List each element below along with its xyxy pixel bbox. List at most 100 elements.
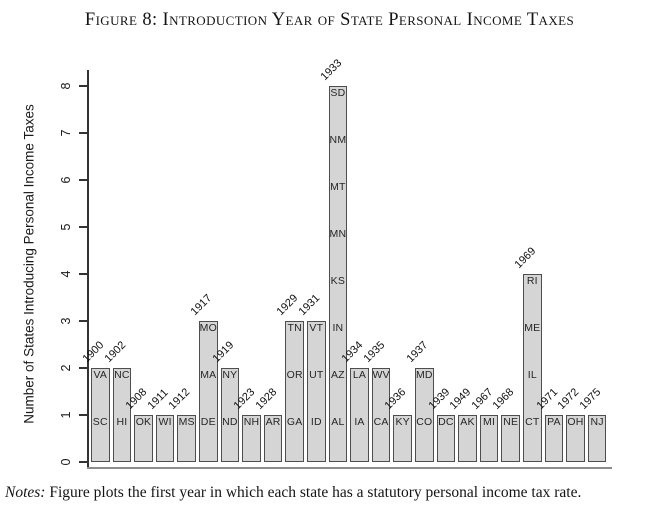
bar-cell: AZ xyxy=(330,369,347,416)
bar-state-label: RI xyxy=(526,275,538,287)
bar-cell: CA xyxy=(373,416,390,461)
bar-state-label: AR xyxy=(265,416,281,428)
x-axis-line xyxy=(87,466,612,469)
bar-state-label: LA xyxy=(352,369,367,381)
bar-state-label: ID xyxy=(310,416,322,428)
bar: NH xyxy=(242,415,261,462)
bar-state-label: MI xyxy=(483,416,496,428)
bar: MI xyxy=(479,415,499,462)
bar-state-label: SD xyxy=(330,87,346,99)
bar-cell: MT xyxy=(330,181,347,228)
bar-state-label: ND xyxy=(222,416,238,428)
y-axis-tick xyxy=(79,414,87,416)
bar-cell: ID xyxy=(308,416,325,461)
bar-cell: CO xyxy=(416,416,433,461)
bar-cell: CT xyxy=(524,416,541,461)
bar-cell: KS xyxy=(330,275,347,322)
bar-cell: MD xyxy=(416,369,433,416)
bar: AK xyxy=(458,415,477,462)
bar-state-label: NJ xyxy=(590,416,604,428)
bar-year-label: 1935 xyxy=(361,339,388,365)
bar-cell: IN xyxy=(330,322,347,369)
bar-state-label: NH xyxy=(243,416,260,428)
bar-year-label: 1972 xyxy=(555,386,582,412)
bar-cell: NH xyxy=(243,416,260,461)
bar: NY ND xyxy=(220,368,240,462)
bar-cell: AR xyxy=(265,416,282,461)
bar-cell: ND xyxy=(222,416,239,461)
bar: KY xyxy=(393,415,412,462)
bar-cell: NY xyxy=(222,369,239,416)
bar-cell: NJ xyxy=(589,416,606,461)
bar-cell: IA xyxy=(351,416,368,461)
bar: OH xyxy=(566,415,585,462)
bar-cell: DC xyxy=(438,416,455,461)
bar-state-label: MA xyxy=(200,369,217,381)
y-axis-tick-label: 4 xyxy=(58,270,73,278)
bar-year-label: 1929 xyxy=(274,292,301,318)
bar-state-label: DC xyxy=(438,416,454,428)
bar: MD CO xyxy=(415,368,434,462)
bar-state-label: CO xyxy=(416,416,433,428)
bar-state-label: TN xyxy=(287,322,302,334)
bar: OK xyxy=(134,415,153,462)
bar-year-label: 1949 xyxy=(447,386,474,412)
bar-state-label: GA xyxy=(286,416,303,428)
bar-year-label: 1933 xyxy=(318,57,344,83)
bar-year-label: 1928 xyxy=(253,386,280,412)
bar-cell: NM xyxy=(330,134,347,181)
bar-cell: VA xyxy=(92,369,109,416)
notes-label: Notes: xyxy=(5,484,46,501)
bar-state-label: MT xyxy=(330,181,346,193)
y-axis-tick-label: 1 xyxy=(58,411,73,419)
bar-state-label: VA xyxy=(93,369,108,381)
bar-state-label: PA xyxy=(547,416,561,428)
bar-cell: AK xyxy=(459,416,476,461)
notes-text: Figure plots the first year in which eac… xyxy=(45,484,582,501)
bar-state-label: VT xyxy=(309,322,324,334)
bar: MO MA DE xyxy=(199,321,218,462)
y-axis-tick-label: 7 xyxy=(58,129,73,137)
bar: TN OR GA xyxy=(285,321,304,462)
bar-cell: NE xyxy=(502,416,519,461)
bar: MS xyxy=(177,415,196,462)
y-axis-title: Number of States Introducing Personal In… xyxy=(21,104,37,424)
bar-cell: RI xyxy=(524,275,541,322)
bar-year-label: 1975 xyxy=(577,386,604,412)
y-axis-tick-label: 0 xyxy=(58,458,73,466)
bar-year-label: 1937 xyxy=(404,339,431,365)
y-axis-tick xyxy=(79,85,87,87)
bar-year-label: 1902 xyxy=(102,339,128,365)
y-axis-tick xyxy=(79,273,87,275)
y-axis-tick xyxy=(79,132,87,134)
bar-year-label: 1912 xyxy=(166,386,193,412)
bar: DC xyxy=(436,415,456,462)
bar-state-label: IA xyxy=(354,416,365,428)
bar: VA SC xyxy=(91,368,110,462)
bar-year-label: 1968 xyxy=(490,386,517,412)
bar-cell: HI xyxy=(114,416,131,461)
y-axis-tick xyxy=(79,367,87,369)
bar-cell: OK xyxy=(135,416,152,461)
bar-cell: UT xyxy=(308,369,325,416)
bar-state-label: MS xyxy=(178,416,195,428)
bar-year-label: 1911 xyxy=(145,386,171,412)
bar-cell: NC xyxy=(114,369,131,416)
bar-cell: DE xyxy=(200,416,217,461)
bar-state-label: CT xyxy=(525,416,540,428)
bar-cell: SC xyxy=(92,416,109,461)
y-axis-tick xyxy=(79,320,87,322)
bar: SD NM MT MN KS IN AZ AL xyxy=(328,86,348,462)
bar-cell: AL xyxy=(330,416,347,461)
y-axis-line xyxy=(87,70,89,469)
bar: WV CA xyxy=(371,368,391,462)
y-axis-tick xyxy=(79,461,87,463)
bar-year-label: 1969 xyxy=(512,245,539,271)
bar-year-label: 1917 xyxy=(188,292,215,318)
figure-notes: Notes: Figure plots the first year in wh… xyxy=(5,484,655,502)
bar-state-label: WI xyxy=(158,416,172,428)
y-axis-tick-label: 6 xyxy=(58,176,73,184)
bar-state-label: KS xyxy=(330,275,346,287)
bar-state-label: OR xyxy=(286,369,303,381)
